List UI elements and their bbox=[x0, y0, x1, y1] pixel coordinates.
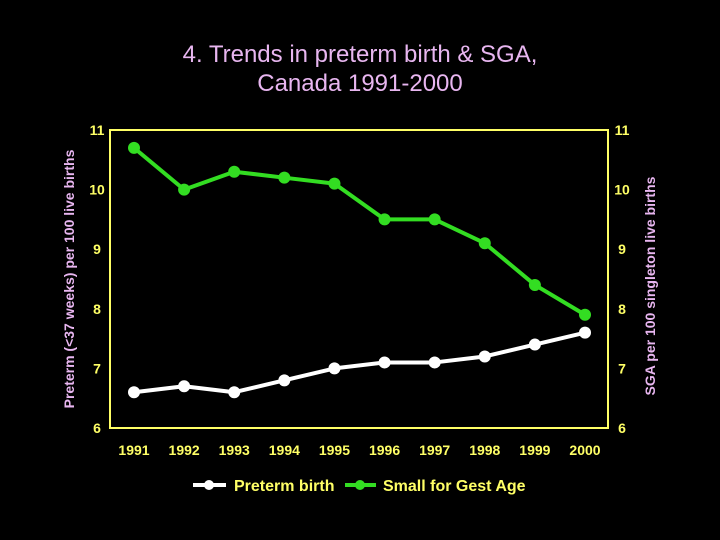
left-y-tick-label: 10 bbox=[89, 182, 105, 198]
sga-series-point bbox=[428, 213, 441, 226]
preterm-series-point bbox=[378, 356, 391, 369]
legend-item-preterm: Preterm birth bbox=[193, 478, 334, 495]
sga-series bbox=[128, 141, 591, 321]
sga-series-point bbox=[478, 237, 491, 250]
preterm-series-point bbox=[128, 386, 140, 399]
x-tick-label: 1994 bbox=[269, 442, 300, 458]
series-layer bbox=[128, 141, 591, 399]
legend: Preterm birth Small for Gest Age bbox=[193, 478, 526, 495]
x-tick-label: 1993 bbox=[219, 442, 250, 458]
left-y-tick-label: 6 bbox=[93, 420, 101, 436]
chart-title: 4. Trends in preterm birth & SGA, Canada… bbox=[0, 40, 720, 98]
legend-sga-marker bbox=[355, 480, 365, 490]
x-tick-label: 1999 bbox=[519, 442, 550, 458]
right-y-tick-labels: 6 7 8 9 10 11 bbox=[614, 122, 630, 436]
legend-sga-label: Small for Gest Age bbox=[383, 478, 526, 495]
sga-series-point bbox=[128, 141, 140, 154]
title-line-2: Canada 1991-2000 bbox=[257, 70, 463, 97]
sga-series-point bbox=[328, 177, 341, 190]
preterm-series-point bbox=[228, 386, 241, 399]
right-y-tick-label: 9 bbox=[618, 241, 626, 257]
right-y-tick-label: 10 bbox=[614, 182, 630, 198]
right-y-tick-label: 8 bbox=[618, 301, 626, 317]
preterm-series-line bbox=[133, 330, 586, 395]
legend-preterm-marker bbox=[204, 480, 214, 490]
left-y-tick-label: 9 bbox=[93, 241, 101, 257]
x-tick-label: 1996 bbox=[369, 442, 400, 458]
sga-series-point bbox=[579, 308, 591, 321]
sga-series-point bbox=[178, 183, 191, 196]
preterm-series bbox=[128, 326, 591, 399]
sga-series-point bbox=[228, 165, 241, 178]
right-y-tick-label: 7 bbox=[618, 360, 626, 376]
left-y-tick-label: 7 bbox=[93, 360, 101, 376]
x-tick-label: 1992 bbox=[169, 442, 200, 458]
left-y-tick-label: 11 bbox=[90, 122, 105, 138]
left-axis-label: Preterm (<37 weeks) per 100 live births bbox=[61, 149, 77, 408]
preterm-series-point bbox=[278, 374, 291, 387]
title-line-1: 4. Trends in preterm birth & SGA, bbox=[182, 41, 538, 68]
x-tick-label: 2000 bbox=[569, 442, 600, 458]
x-tick-label: 1998 bbox=[469, 442, 500, 458]
preterm-series-point bbox=[528, 338, 541, 351]
right-y-tick-label: 11 bbox=[615, 122, 630, 138]
preterm-series-point bbox=[178, 380, 191, 393]
preterm-series-point bbox=[478, 350, 491, 363]
sga-series-point bbox=[528, 278, 541, 291]
preterm-series-point bbox=[579, 326, 591, 339]
preterm-series-point bbox=[428, 356, 441, 369]
x-tick-label: 1991 bbox=[118, 442, 149, 458]
x-tick-label: 1997 bbox=[419, 442, 450, 458]
sga-series-point bbox=[378, 213, 391, 226]
legend-item-sga: Small for Gest Age bbox=[345, 478, 526, 495]
sga-series-point bbox=[278, 171, 291, 184]
legend-preterm-label: Preterm birth bbox=[234, 478, 334, 495]
x-tick-labels: 1991 1992 1993 1994 1995 1996 1997 1998 1999 2000 bbox=[118, 442, 600, 458]
right-y-tick-label: 6 bbox=[618, 420, 626, 436]
right-axis-label: SGA per 100 singleton live births bbox=[642, 176, 658, 395]
x-tick-label: 1995 bbox=[319, 442, 350, 458]
left-y-tick-labels: 6 7 8 9 10 11 bbox=[89, 122, 105, 436]
left-y-tick-label: 8 bbox=[93, 301, 101, 317]
sga-series-line bbox=[132, 146, 587, 317]
preterm-series-point bbox=[328, 362, 341, 375]
plot-frame bbox=[109, 129, 609, 429]
